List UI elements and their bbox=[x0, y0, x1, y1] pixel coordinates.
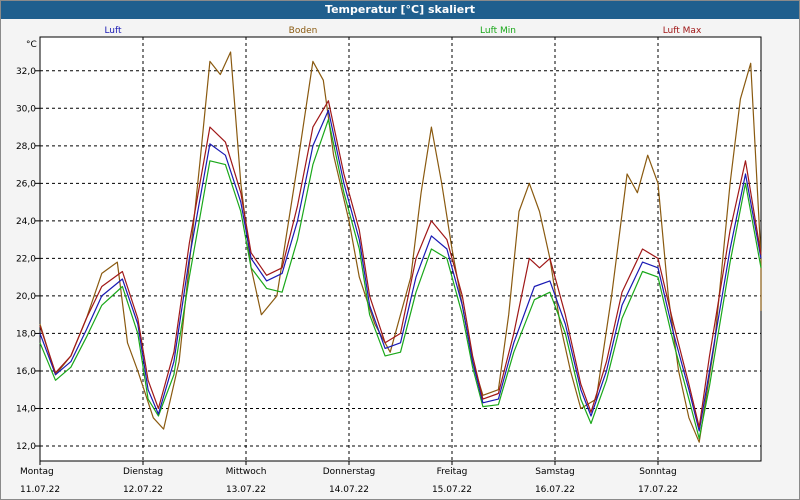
y-tick-label: 30,0 bbox=[16, 104, 36, 114]
y-tick-label: 18,0 bbox=[16, 329, 36, 339]
series-lines bbox=[39, 51, 762, 443]
series-line-luft-max bbox=[39, 100, 762, 428]
x-tick-date: 17.07.22 bbox=[638, 485, 678, 495]
x-tick-date: 14.07.22 bbox=[329, 485, 369, 495]
grid-lines bbox=[40, 37, 761, 461]
legend-item: Luft Min bbox=[480, 26, 516, 36]
x-tick-weekday: Donnerstag bbox=[323, 467, 376, 477]
x-tick-weekday: Samstag bbox=[535, 467, 574, 477]
y-axis-unit: °C bbox=[26, 40, 37, 50]
x-tick-date: 13.07.22 bbox=[226, 485, 266, 495]
y-tick-label: 12,0 bbox=[16, 442, 36, 452]
y-tick-label: 20,0 bbox=[16, 292, 36, 302]
x-tick-weekday: Dienstag bbox=[123, 467, 163, 477]
legend-item: Luft bbox=[104, 26, 122, 36]
y-tick-label: 24,0 bbox=[16, 217, 36, 227]
x-tick-weekday: Mittwoch bbox=[226, 467, 267, 477]
legend-item: Luft Max bbox=[663, 26, 702, 36]
x-tick-date: 12.07.22 bbox=[123, 485, 163, 495]
x-tick-weekday: Sonntag bbox=[639, 467, 676, 477]
x-tick-date: 15.07.22 bbox=[432, 485, 472, 495]
series-line-boden bbox=[39, 51, 762, 443]
legend: Luft Boden Luft Min Luft Max bbox=[104, 26, 702, 36]
x-tick-date: 11.07.22 bbox=[20, 485, 60, 495]
y-tick-label: 28,0 bbox=[16, 142, 36, 152]
y-tick-label: 16,0 bbox=[16, 367, 36, 377]
x-tick-weekday: Freitag bbox=[437, 467, 468, 477]
y-tick-label: 14,0 bbox=[16, 404, 36, 414]
y-tick-label: 26,0 bbox=[16, 179, 36, 189]
legend-item: Boden bbox=[289, 26, 318, 36]
x-tick-date: 16.07.22 bbox=[535, 485, 575, 495]
y-tick-label: 22,0 bbox=[16, 254, 36, 264]
x-axis: Montag 11.07.22 Dienstag 12.07.22 Mittwoch 13… bbox=[20, 461, 678, 495]
chart-title: Temperatur [°C] skaliert bbox=[1, 1, 799, 19]
y-tick-label: 32,0 bbox=[16, 67, 36, 77]
y-axis: 12,0 14,0 16,0 18,0 20,0 22,0 24,0 26,0 28,0 30,0… bbox=[16, 67, 40, 452]
x-tick-weekday: Montag bbox=[20, 467, 54, 477]
series-line-luft bbox=[39, 109, 762, 432]
series-line-luft-min bbox=[39, 118, 762, 440]
